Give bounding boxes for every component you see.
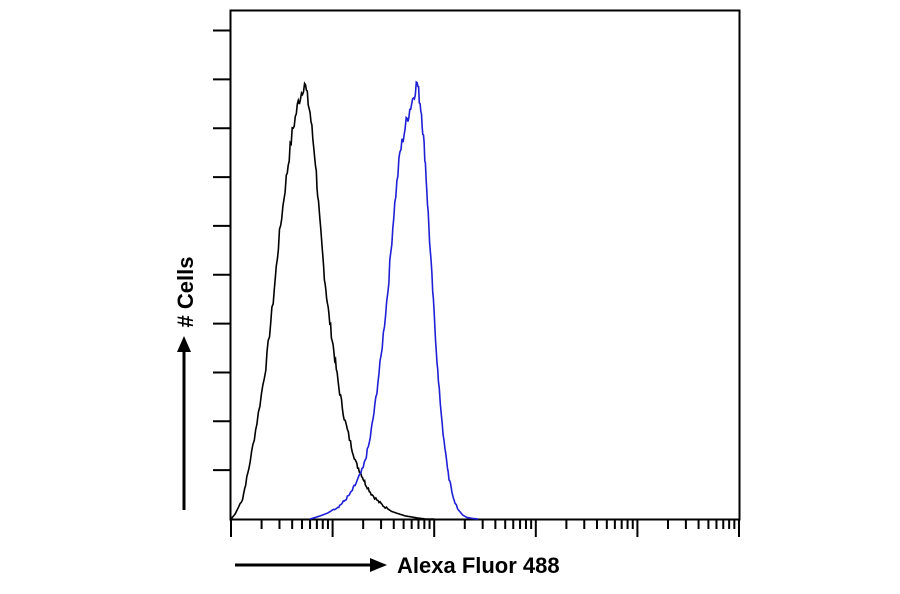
y-axis-arrow-head — [177, 336, 191, 352]
series-line-1 — [230, 81, 435, 520]
series-layer — [230, 80, 479, 520]
series-line-2 — [309, 80, 479, 520]
y-axis-label: # Cells — [173, 257, 198, 328]
x-axis-ticks — [230, 519, 740, 537]
x-axis-label: Alexa Fluor 488 — [397, 553, 560, 578]
x-axis-arrow-head — [370, 558, 387, 572]
plot-frame — [229, 9, 741, 521]
y-axis-ticks — [213, 29, 231, 472]
